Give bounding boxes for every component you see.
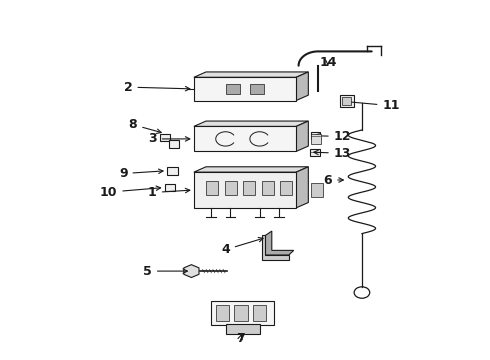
Bar [224, 181, 237, 195]
Bar [194, 126, 296, 152]
Bar [243, 181, 255, 195]
Bar [342, 98, 351, 105]
Bar [262, 181, 274, 195]
Bar [167, 167, 178, 175]
Bar [225, 84, 240, 94]
Text: 3: 3 [148, 132, 190, 145]
Polygon shape [266, 231, 294, 255]
Bar [250, 84, 265, 94]
Bar [225, 324, 260, 334]
Bar [311, 132, 319, 139]
Polygon shape [194, 121, 308, 126]
Bar [194, 77, 296, 100]
Text: 7: 7 [236, 333, 245, 346]
Polygon shape [194, 72, 308, 77]
Polygon shape [184, 265, 199, 278]
Bar [310, 149, 319, 156]
Text: 5: 5 [143, 265, 187, 278]
Bar [169, 140, 179, 148]
Bar [234, 305, 248, 321]
Text: 10: 10 [100, 186, 161, 199]
Text: 11: 11 [344, 99, 400, 112]
Bar [194, 172, 296, 208]
Text: 4: 4 [221, 238, 263, 256]
Polygon shape [296, 72, 308, 100]
Bar [253, 305, 267, 321]
Bar [160, 134, 171, 141]
Text: 9: 9 [119, 167, 163, 180]
Text: 14: 14 [319, 55, 337, 69]
Polygon shape [194, 167, 308, 172]
Text: 1: 1 [148, 186, 190, 199]
Text: 8: 8 [129, 118, 161, 134]
Bar [211, 301, 274, 325]
Text: 2: 2 [123, 81, 190, 94]
Polygon shape [296, 121, 308, 152]
Bar [311, 134, 320, 144]
Bar [216, 305, 229, 321]
Text: 13: 13 [314, 147, 351, 160]
Polygon shape [296, 167, 308, 208]
Bar [165, 184, 175, 192]
Bar [340, 95, 354, 107]
Text: 6: 6 [323, 174, 343, 186]
Bar [206, 181, 218, 195]
Text: 12: 12 [315, 130, 351, 143]
Bar [311, 183, 323, 197]
Polygon shape [262, 235, 289, 260]
Bar [280, 181, 292, 195]
